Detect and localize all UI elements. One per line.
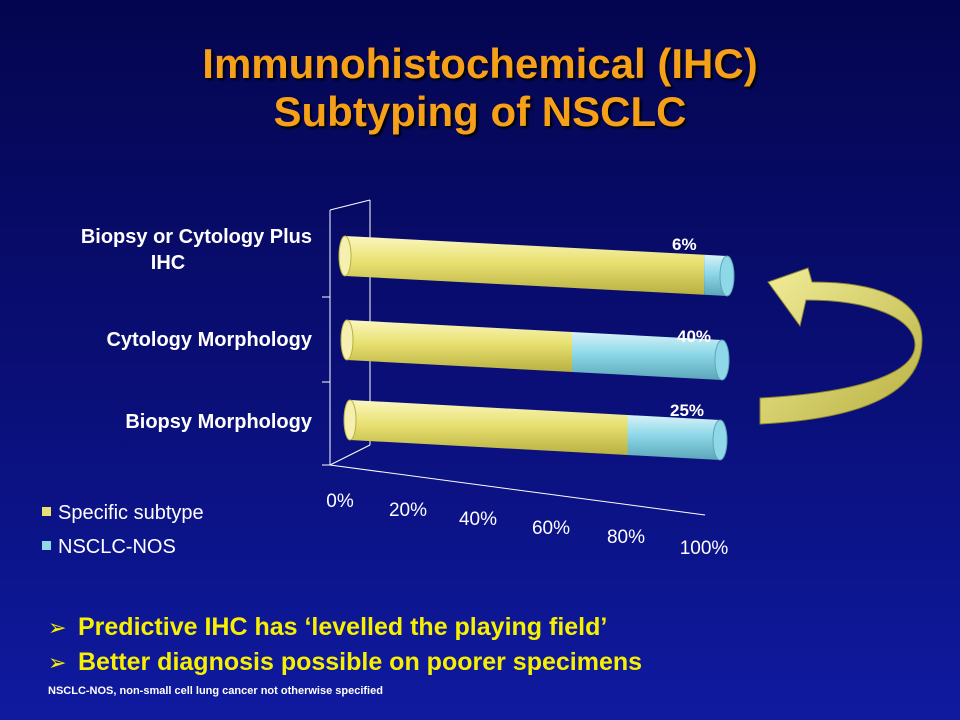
bar-segment-nos (627, 415, 720, 460)
curved-arrow-icon (759, 267, 923, 425)
bar-segment-specific (345, 236, 705, 295)
bullet-item: ➢ Predictive IHC has ‘levelled the playi… (48, 610, 642, 645)
category-label: Cytology Morphology (106, 329, 312, 351)
category-label: IHC (151, 252, 185, 274)
bar-start-cap (340, 319, 354, 361)
title-line-1: Immunohistochemical (IHC) (202, 40, 758, 87)
footnote: NSCLC-NOS, non-small cell lung cancer no… (48, 685, 383, 697)
x-tick-label: 60% (532, 518, 570, 539)
bar-start-cap (338, 235, 352, 277)
bar-end-cap (714, 339, 730, 381)
data-label: 40% (677, 327, 711, 346)
x-tick-label: 20% (389, 500, 427, 521)
bullet-list: ➢ Predictive IHC has ‘levelled the playi… (48, 610, 642, 680)
bar-segment-nos (572, 332, 722, 380)
chart-legend: Specific subtype NSCLC-NOS (42, 502, 204, 558)
bar-start-cap (343, 399, 357, 441)
category-labels: Biopsy or Cytology Plus IHC Cytology Morph… (81, 226, 313, 433)
title-line-2: Subtyping of NSCLC (273, 88, 687, 135)
x-tick-label: 100% (680, 538, 729, 559)
legend-label: Specific subtype (58, 502, 204, 524)
x-axis-ticks: 0% 20% 40% 60% 80% 100% (326, 491, 728, 559)
bar-segment-specific (347, 320, 572, 372)
legend-label: NSCLC-NOS (58, 536, 176, 558)
category-label: Biopsy or Cytology Plus (81, 226, 312, 248)
chart-bars: 6% 40% 25% (338, 235, 735, 461)
bullet-item: ➢ Better diagnosis possible on poorer sp… (48, 645, 642, 680)
bar-end-cap (712, 419, 728, 461)
bar-end-cap (719, 255, 735, 297)
legend-swatch (42, 541, 51, 550)
bullet-arrow-icon: ➢ (48, 650, 67, 675)
bullet-arrow-icon: ➢ (48, 615, 67, 640)
x-tick-label: 0% (326, 491, 354, 512)
bullet-text: Better diagnosis possible on poorer spec… (78, 648, 643, 676)
category-label: Biopsy Morphology (125, 411, 313, 433)
slide-title: Immunohistochemical (IHC) Subtyping of N… (0, 40, 960, 136)
bar-segment-specific (350, 400, 628, 455)
data-label: 25% (670, 401, 704, 420)
ihc-chart: 6% 40% 25% Biopsy or Cytology Plus IHC Cytol… (42, 226, 923, 559)
x-tick-label: 80% (607, 527, 645, 548)
x-tick-label: 40% (459, 509, 497, 530)
bullet-text: Predictive IHC has ‘levelled the playing… (78, 613, 608, 641)
data-label: 6% (672, 235, 697, 254)
legend-swatch (42, 507, 51, 516)
